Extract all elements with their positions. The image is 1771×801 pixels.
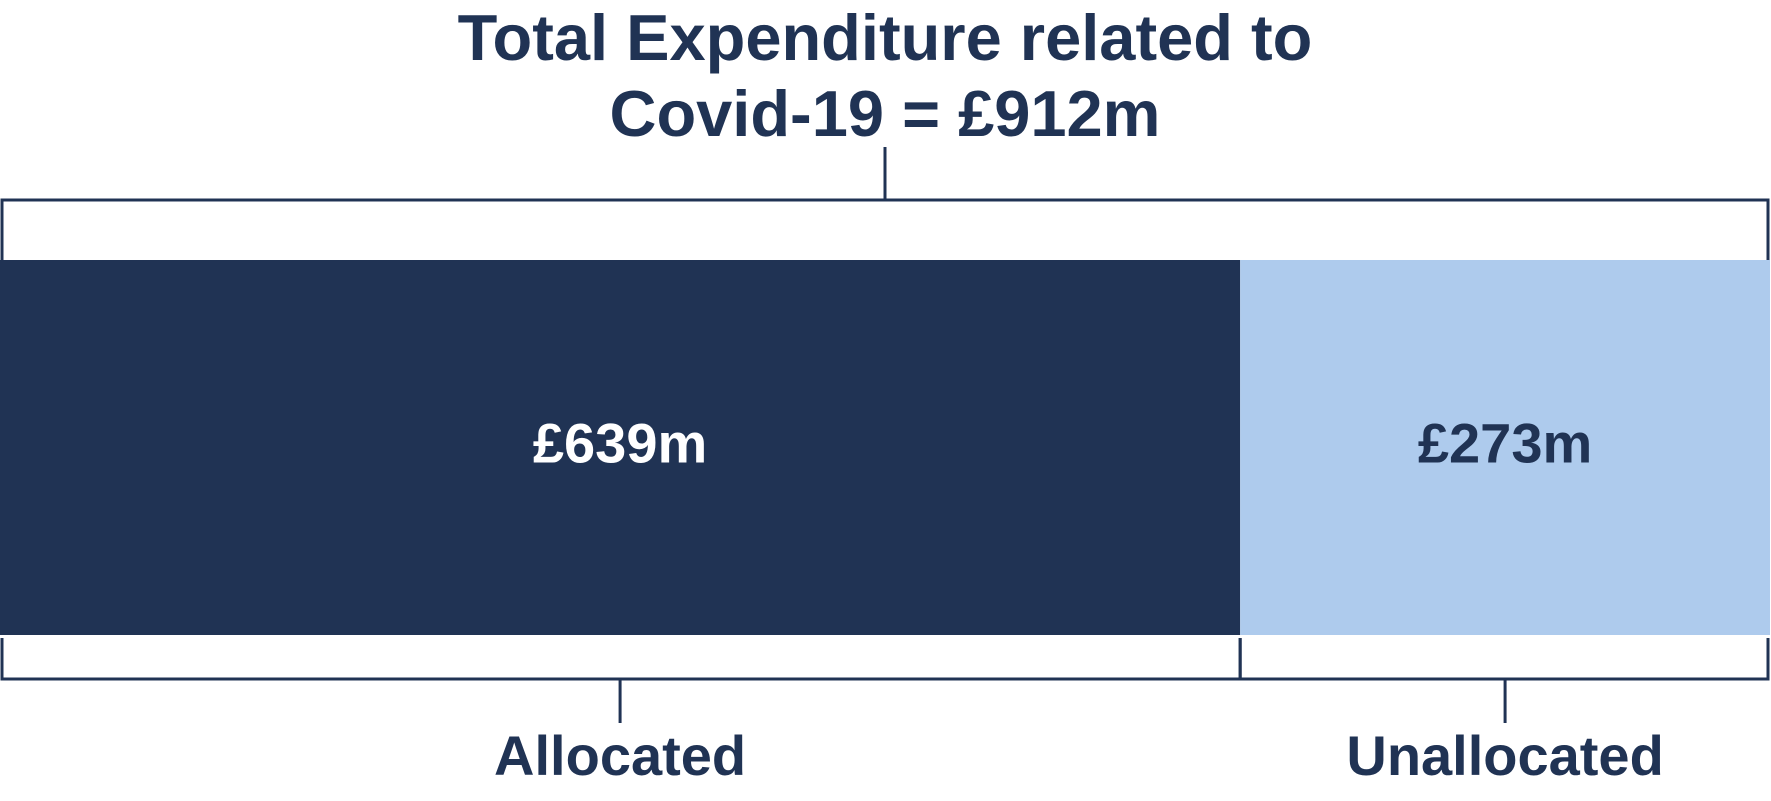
- category-label: Allocated: [494, 724, 746, 787]
- value-label: £639m: [533, 411, 707, 474]
- segment-bracket: [0, 638, 1242, 681]
- bar-segment: [1240, 260, 1770, 635]
- segment-bracket: [1238, 638, 1770, 681]
- category-label: Unallocated: [1346, 724, 1663, 787]
- value-label: £273m: [1418, 411, 1592, 474]
- chart-title: Total Expenditure related to Covid-19 = …: [457, 1, 1313, 150]
- bar-segment: [0, 260, 1241, 635]
- total-bracket: [0, 198, 1770, 260]
